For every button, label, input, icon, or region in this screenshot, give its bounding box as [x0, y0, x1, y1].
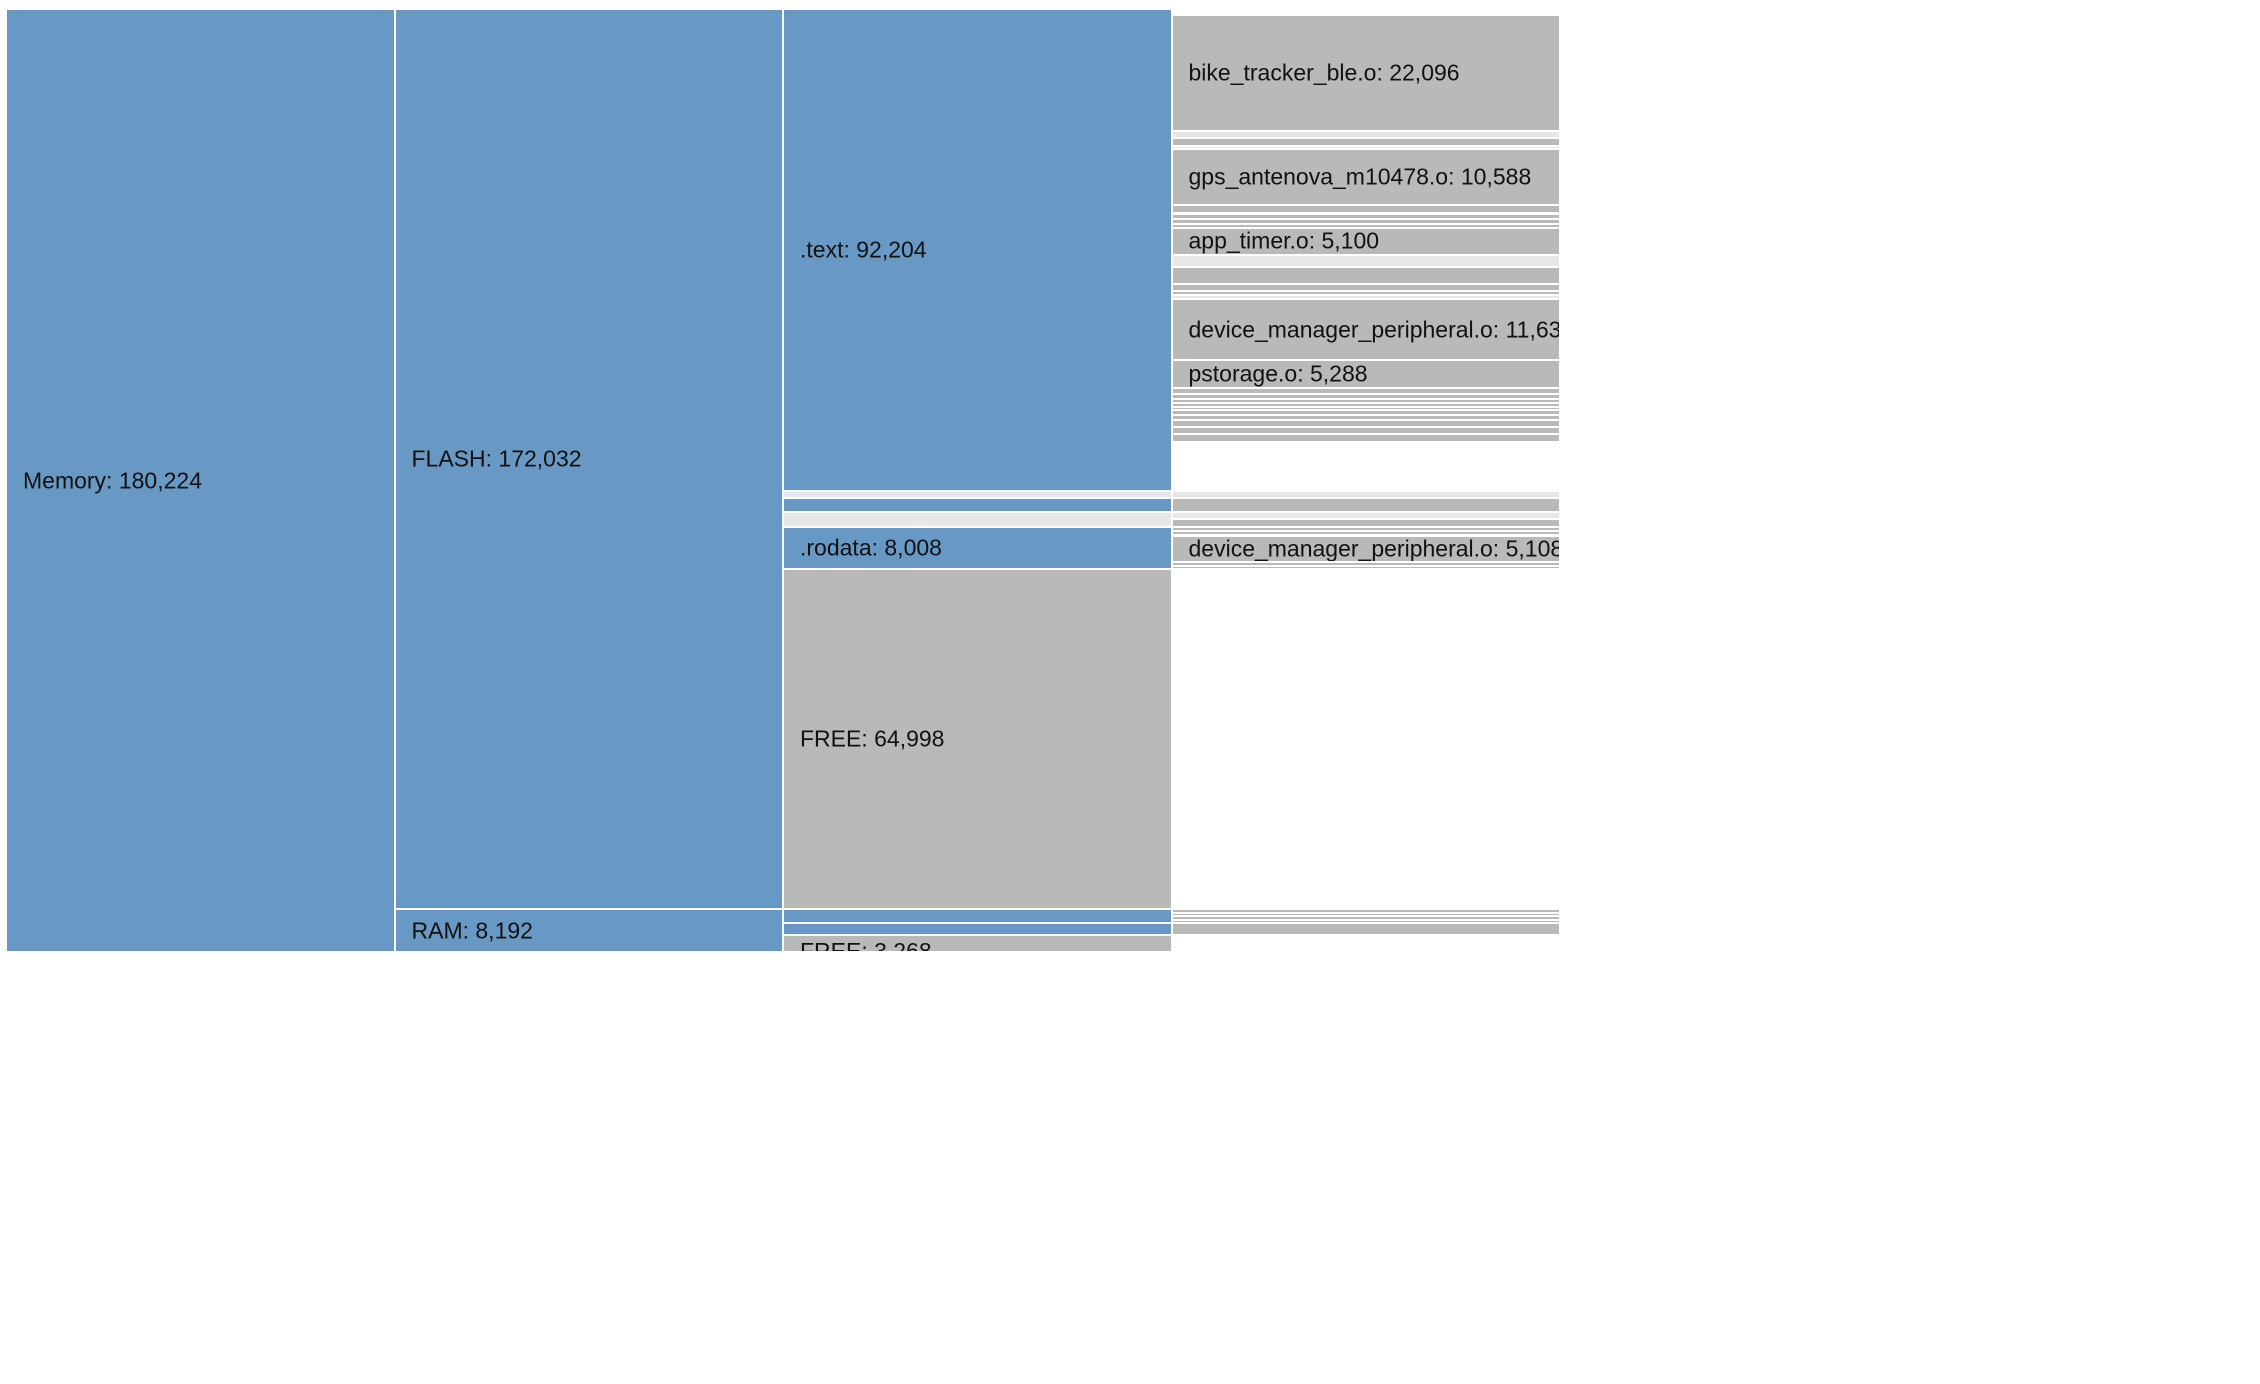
- partition-cell-label: Memory: 180,224: [23, 467, 202, 493]
- partition-cell[interactable]: [1171, 387, 1560, 395]
- partition-cell-rodata[interactable]: .rodata: 8,008: [783, 527, 1172, 570]
- partition-cell[interactable]: [783, 497, 1172, 513]
- partition-cell[interactable]: [1171, 267, 1560, 285]
- partition-cell[interactable]: [1171, 565, 1560, 570]
- partition-cell-text[interactable]: .text: 92,204: [783, 9, 1172, 492]
- partition-cell[interactable]: [1171, 491, 1560, 498]
- partition-cell[interactable]: [1171, 223, 1560, 229]
- partition-cell[interactable]: [1171, 218, 1560, 224]
- partition-cell[interactable]: [1171, 909, 1560, 913]
- partition-cell[interactable]: [1171, 394, 1560, 400]
- partition-cell-flash[interactable]: FLASH: 172,032: [394, 9, 783, 910]
- partition-cell-free[interactable]: FREE: 64,998: [783, 569, 1172, 910]
- partition-cell[interactable]: [1171, 213, 1560, 219]
- partition-cell[interactable]: [1171, 146, 1560, 150]
- partition-cell[interactable]: [1171, 130, 1560, 138]
- partition-cell[interactable]: [1171, 284, 1560, 292]
- partition-cell-label: FREE: 3,268: [800, 937, 932, 952]
- partition-cell-memory[interactable]: Memory: 180,224: [6, 9, 395, 952]
- partition-cell[interactable]: [1171, 9, 1560, 11]
- partition-cell[interactable]: [1171, 915, 1560, 920]
- partition-cell[interactable]: [1171, 13, 1560, 16]
- partition-cell-gps-antenova-m10478-o[interactable]: gps_antenova_m10478.o: 10,588: [1171, 149, 1560, 205]
- partition-cell[interactable]: [1171, 410, 1560, 416]
- partition-cell[interactable]: [1171, 406, 1560, 411]
- partition-cell-app-timer-o[interactable]: app_timer.o: 5,100: [1171, 228, 1560, 255]
- partition-cell-label: gps_antenova_m10478.o: 10,588: [1188, 163, 1532, 190]
- partition-cell[interactable]: [1171, 10, 1560, 14]
- partition-cell-bike-tracker-ble-o[interactable]: bike_tracker_ble.o: 22,096: [1171, 15, 1560, 131]
- partition-cell[interactable]: [1171, 254, 1560, 268]
- partition-cell[interactable]: [1171, 204, 1560, 214]
- partition-cell[interactable]: [783, 491, 1172, 498]
- partition-cell[interactable]: [1171, 295, 1560, 300]
- partition-cell[interactable]: [1171, 912, 1560, 916]
- partition-cell-label: pstorage.o: 5,288: [1188, 360, 1368, 387]
- partition-cell-label: .rodata: 8,008: [800, 534, 942, 561]
- partition-cell[interactable]: [1171, 497, 1560, 513]
- partition-cell[interactable]: [1171, 420, 1560, 427]
- partition-cell[interactable]: [783, 923, 1172, 935]
- partition-cell[interactable]: [783, 512, 1172, 528]
- partition-cell-label: FLASH: 172,032: [411, 445, 582, 472]
- partition-cell-label: .text: 92,204: [800, 236, 927, 263]
- partition-cell[interactable]: [1171, 519, 1560, 528]
- partition-cell[interactable]: [1171, 399, 1560, 403]
- partition-cell-ram[interactable]: RAM: 8,192: [394, 909, 783, 952]
- partition-cell-label: RAM: 8,192: [411, 917, 533, 944]
- partition-cell[interactable]: [1171, 291, 1560, 296]
- partition-cell[interactable]: [1171, 415, 1560, 421]
- partition-cell[interactable]: [1171, 433, 1560, 443]
- partition-cell-device-manager-peripheral-o[interactable]: device_manager_peripheral.o: 5,108: [1171, 535, 1560, 563]
- partition-cell[interactable]: [1171, 512, 1560, 520]
- partition-cell-label: device_manager_peripheral.o: 5,108: [1188, 535, 1560, 562]
- partition-cell-label: bike_tracker_ble.o: 22,096: [1188, 59, 1460, 86]
- partition-cell[interactable]: [1171, 562, 1560, 566]
- partition-cell[interactable]: [1171, 403, 1560, 407]
- partition-cell-label: FREE: 64,998: [800, 725, 945, 752]
- partition-cell[interactable]: [1171, 426, 1560, 434]
- partition-cell[interactable]: [1171, 137, 1560, 147]
- partition-cell-label: app_timer.o: 5,100: [1188, 228, 1380, 254]
- partition-cell[interactable]: [1171, 531, 1560, 536]
- partition-cell[interactable]: [1171, 527, 1560, 532]
- partition-cell-free[interactable]: FREE: 3,268: [783, 934, 1172, 952]
- partition-cell-device-manager-peripheral-o[interactable]: device_manager_peripheral.o: 11,632: [1171, 299, 1560, 361]
- partition-cell[interactable]: [783, 909, 1172, 924]
- partition-cell-pstorage-o[interactable]: pstorage.o: 5,288: [1171, 360, 1560, 388]
- partition-cell-label: device_manager_peripheral.o: 11,632: [1188, 316, 1560, 343]
- partition-cell[interactable]: [1171, 923, 1560, 935]
- partition-cell[interactable]: [1171, 919, 1560, 924]
